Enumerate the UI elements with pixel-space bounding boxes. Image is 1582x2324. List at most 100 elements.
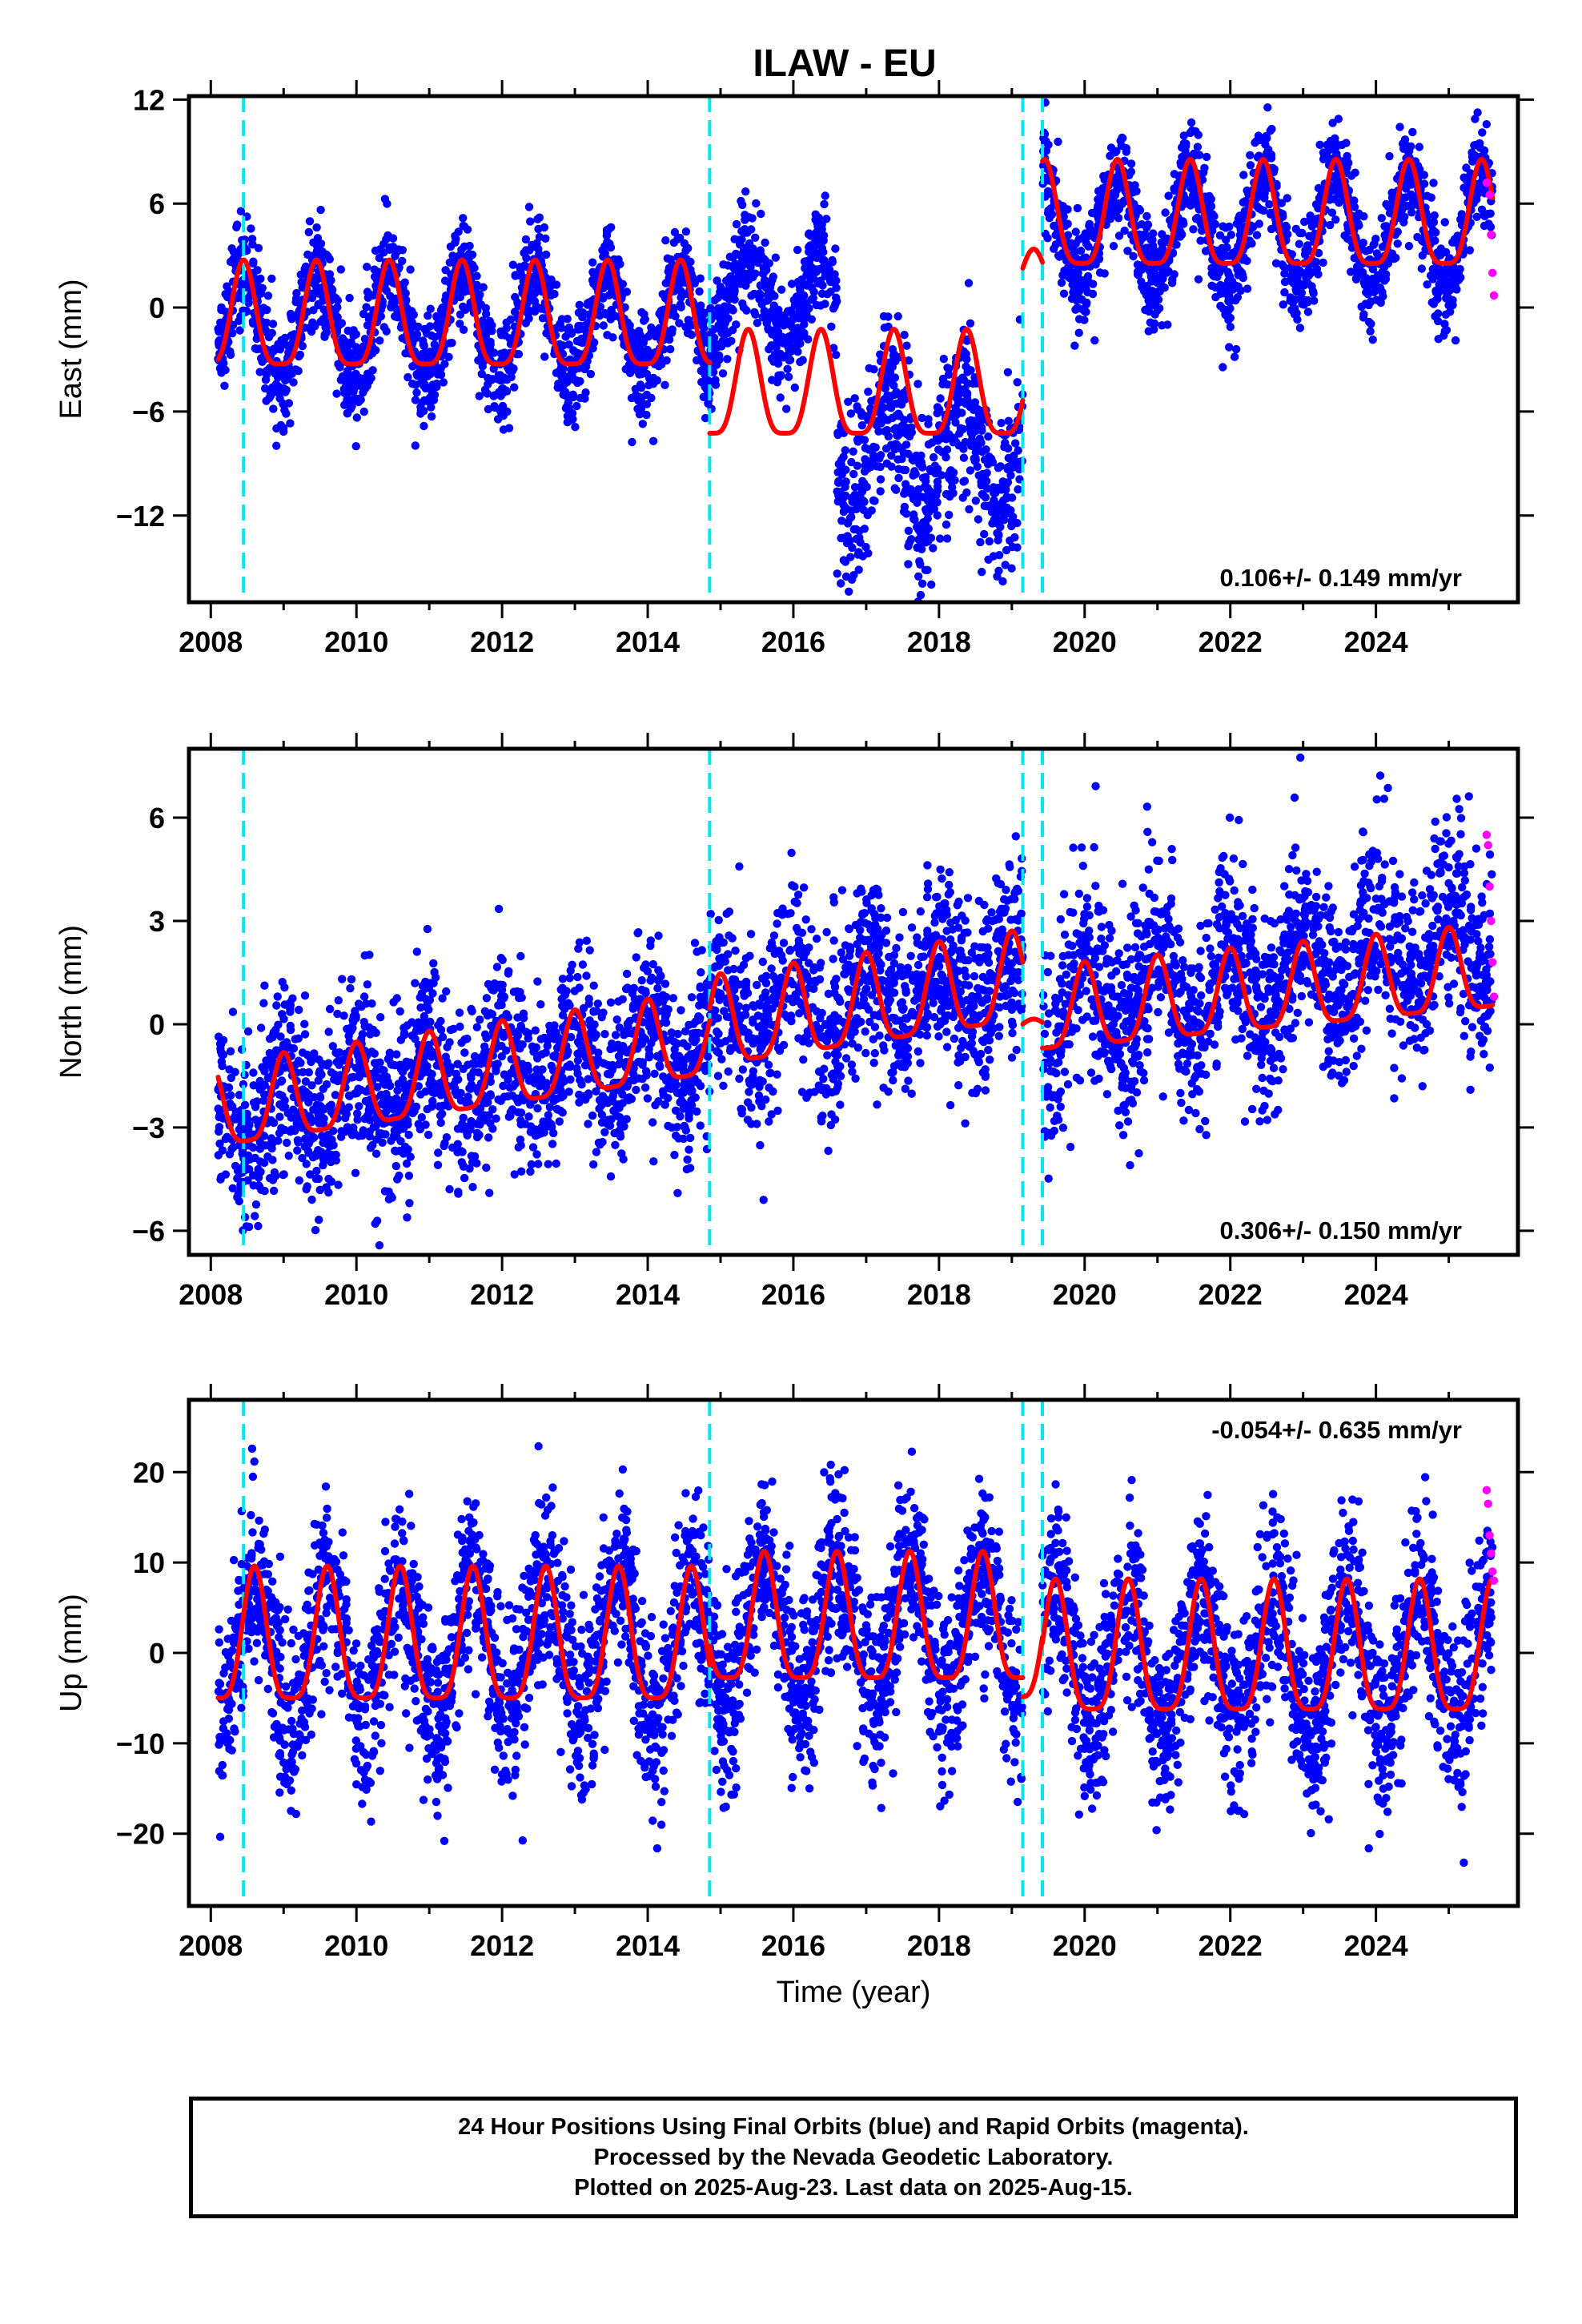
final-orbit-point (363, 980, 372, 989)
final-orbit-point (773, 308, 783, 316)
final-orbit-point (845, 514, 854, 523)
final-orbit-point (1059, 289, 1069, 298)
final-orbit-point (1262, 131, 1271, 141)
final-orbit-point (666, 344, 675, 354)
final-orbit-point (558, 975, 568, 983)
final-orbit-point (343, 326, 352, 336)
final-orbit-point (510, 308, 520, 316)
final-orbit-point (971, 497, 981, 505)
final-orbit-point (781, 316, 790, 324)
final-orbit-point (236, 207, 246, 215)
final-orbit-point (869, 451, 878, 460)
final-orbit-point (1216, 301, 1225, 311)
final-orbit-point (853, 436, 862, 444)
final-orbit-point (1283, 194, 1292, 203)
final-orbit-point (933, 486, 942, 495)
final-orbit-point (1227, 231, 1236, 239)
final-orbit-point (599, 321, 608, 330)
final-orbit-point (841, 446, 850, 455)
model-fit-segment (1020, 247, 1045, 271)
final-orbit-point (994, 516, 1003, 525)
y-tick-label: −12 (116, 500, 165, 533)
final-orbit-point (569, 346, 578, 355)
final-orbit-point (695, 287, 704, 296)
final-orbit-point (266, 392, 275, 400)
final-orbit-point (944, 370, 954, 379)
final-orbit-point (1465, 246, 1475, 255)
final-orbit-point (345, 293, 354, 303)
final-orbit-point (1286, 296, 1295, 305)
final-orbit-point (1441, 310, 1451, 319)
final-orbit-point (662, 356, 671, 365)
final-orbit-point (1215, 231, 1225, 240)
final-orbit-point (905, 424, 914, 432)
final-orbit-point (602, 226, 612, 235)
final-orbit-point (1457, 210, 1467, 219)
final-orbit-point (347, 349, 356, 358)
final-orbit-point (1327, 145, 1336, 154)
final-orbit-point (568, 390, 577, 399)
final-orbit-point (596, 311, 604, 320)
final-orbit-point (680, 239, 689, 248)
final-orbit-point (1280, 269, 1289, 278)
final-orbit-point (1483, 210, 1492, 219)
final-orbit-point (298, 341, 307, 351)
final-orbit-point (461, 305, 470, 314)
final-orbit-point (1429, 179, 1438, 187)
final-orbit-point (496, 405, 506, 414)
x-tick-label: 2022 (1199, 625, 1263, 658)
final-orbit-point (1164, 191, 1173, 200)
final-orbit-point (964, 279, 974, 287)
final-orbit-point (1331, 215, 1340, 224)
final-orbit-point (474, 356, 483, 365)
final-orbit-point (782, 404, 791, 413)
final-orbit-point (441, 266, 450, 275)
final-orbit-point (798, 293, 807, 302)
final-orbit-point (1359, 278, 1368, 287)
final-orbit-point (576, 376, 584, 386)
final-orbit-point (642, 390, 652, 400)
final-orbit-point (1319, 148, 1328, 157)
final-orbit-point (460, 1048, 469, 1057)
final-orbit-point (359, 407, 368, 416)
x-tick-label: 2008 (179, 625, 243, 658)
final-orbit-point (843, 636, 851, 644)
final-orbit-point (351, 1168, 360, 1178)
final-orbit-point (884, 312, 893, 321)
final-orbit-point (837, 456, 846, 464)
final-orbit-point (721, 327, 730, 336)
final-orbit-point (877, 410, 886, 419)
final-orbit-point (1072, 296, 1081, 305)
final-orbit-point (784, 372, 793, 381)
final-orbit-point (642, 400, 652, 408)
final-orbit-point (921, 537, 931, 545)
final-orbit-point (280, 333, 290, 343)
final-orbit-point (1006, 471, 1015, 480)
final-orbit-point (1011, 439, 1020, 448)
final-orbit-point (524, 203, 534, 211)
final-orbit-point (937, 471, 946, 480)
final-orbit-point (1149, 289, 1158, 298)
final-orbit-point (1456, 273, 1465, 282)
final-orbit-point (813, 279, 822, 287)
final-orbit-point (995, 551, 1004, 560)
x-tick-label: 2020 (1053, 625, 1117, 658)
final-orbit-point (683, 1155, 692, 1164)
final-orbit-point (1477, 205, 1487, 214)
final-orbit-point (892, 399, 901, 408)
final-orbit-point (869, 442, 878, 452)
final-orbit-point (319, 305, 328, 314)
final-orbit-point (1191, 215, 1201, 223)
final-orbit-point (340, 388, 349, 397)
final-orbit-point (1172, 240, 1181, 249)
final-orbit-point (1428, 264, 1438, 274)
east-model-curve (215, 157, 1496, 436)
final-orbit-point (1285, 276, 1295, 285)
east-data-layer (214, 96, 1499, 644)
final-orbit-point (458, 283, 468, 292)
final-orbit-point (1002, 545, 1011, 555)
final-orbit-point (859, 497, 868, 505)
final-orbit-point (1359, 239, 1368, 247)
final-orbit-point (777, 285, 786, 294)
final-orbit-point (998, 577, 1007, 586)
